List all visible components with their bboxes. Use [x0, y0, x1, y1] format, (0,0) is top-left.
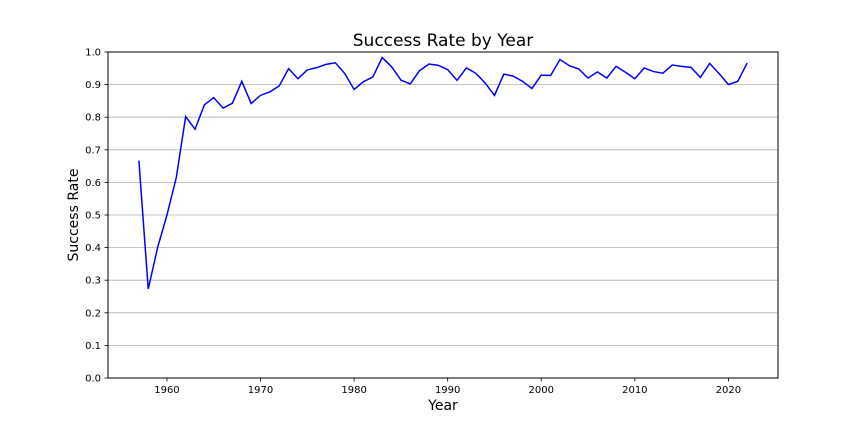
y-tick-label: 0.4	[85, 243, 101, 254]
y-tick-label: 1.0	[85, 48, 101, 59]
y-tick-label: 0.9	[85, 80, 101, 91]
y-tick-label: 0.0	[85, 374, 101, 385]
x-tick-label: 2020	[716, 385, 741, 396]
y-tick-label: 0.5	[85, 211, 101, 222]
x-tick-label: 1960	[154, 385, 179, 396]
series-line-success-rate	[138, 56, 748, 290]
grid-lines	[108, 84, 778, 346]
x-tick-label: 2010	[622, 385, 647, 396]
x-tick-label: 1990	[435, 385, 460, 396]
y-tick-label: 0.7	[85, 145, 101, 156]
x-tick-label: 2000	[529, 385, 554, 396]
x-tick-label: 1980	[341, 385, 366, 396]
x-axis: 1960 1970 1980 1990 2000 2010 2020	[154, 378, 741, 396]
y-tick-label: 0.2	[85, 308, 101, 319]
y-tick-label: 0.1	[85, 341, 101, 352]
y-axis-title: Success Rate	[66, 169, 82, 262]
y-tick-label: 0.8	[85, 113, 101, 124]
y-tick-label: 0.6	[85, 178, 101, 189]
x-axis-title: Year	[427, 398, 458, 414]
y-tick-label: 0.3	[85, 276, 101, 287]
chart-title: Success Rate by Year	[353, 31, 533, 51]
x-tick-label: 1970	[248, 385, 273, 396]
y-axis: 0.0 0.1 0.2 0.3 0.4 0.5 0.6 0.7 0.8 0.9 1.0	[85, 48, 108, 385]
